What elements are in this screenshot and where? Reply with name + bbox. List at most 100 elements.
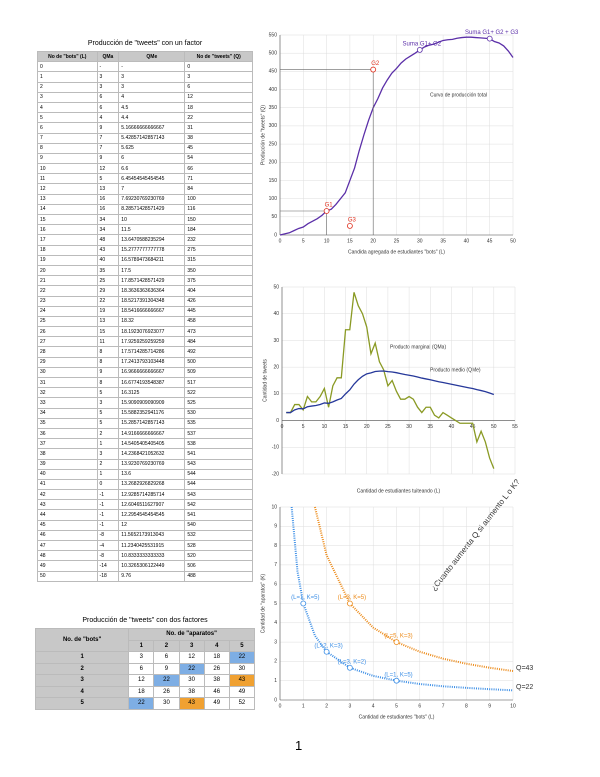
- table-cell: 7: [118, 183, 186, 195]
- table-cell: 16: [96, 203, 120, 216]
- table-cell: 1: [37, 71, 98, 83]
- table-cell: 8: [96, 376, 120, 389]
- table-row: 42 -1 12.9285714285714 543: [37, 489, 253, 501]
- y-tick-label: 400: [269, 87, 278, 93]
- table-cell: 19: [37, 254, 98, 266]
- table-cell: 7.69230769230769: [118, 193, 186, 205]
- x-tick-label: 0: [279, 703, 282, 709]
- y-tick-label: 450: [269, 69, 278, 75]
- point-marker: [347, 664, 353, 671]
- x-tick-label: 15: [347, 238, 353, 244]
- table-row: 25 13 18.32 458: [37, 315, 253, 328]
- x-tick-label: 15: [343, 424, 349, 430]
- table-cell: 38: [37, 448, 98, 460]
- table-row: 43 -1 12.6046511627907 542: [37, 499, 253, 511]
- table-cell: 18.5217391304348: [118, 295, 186, 307]
- table-row: 41 0 13.2682926829268 544: [37, 478, 253, 491]
- table-cell: 184: [184, 224, 253, 236]
- table-cell: 26: [203, 662, 230, 675]
- x-tick-label: 25: [394, 238, 400, 244]
- table-cell: 3: [96, 397, 120, 409]
- y-tick-label: 550: [269, 32, 278, 38]
- point-marker: [347, 600, 353, 607]
- table-cell: -: [118, 61, 186, 73]
- table-cell: 543: [184, 458, 253, 470]
- series-label: Q=22: [516, 684, 533, 691]
- point-label: G2: [371, 61, 380, 67]
- table-row: 17 48 13.6470588235294 232: [37, 234, 253, 246]
- x-tick-label: 40: [464, 238, 470, 244]
- table-row: 8 7 5.625 45: [37, 142, 253, 154]
- table-cell: 4.5: [118, 101, 186, 114]
- column-group: No. de "aparatos": [128, 628, 255, 641]
- y-tick-label: -10: [272, 445, 279, 451]
- table-cell: 506: [184, 560, 253, 572]
- table-cell: 6: [128, 662, 155, 675]
- table-title: Producción de "tweets" con un factor: [87, 40, 203, 47]
- x-tick-label: 40: [449, 424, 455, 430]
- table-cell: 18: [128, 685, 155, 698]
- table-cell: 500: [184, 356, 253, 368]
- y-tick-label: 0: [274, 232, 277, 238]
- table-cell: 13.2682926829268: [118, 478, 186, 491]
- table-cell: 8: [96, 356, 120, 368]
- table-cell: 22: [96, 295, 120, 307]
- table-cell: 3: [128, 651, 155, 664]
- column-header: 1: [128, 639, 155, 652]
- table-cell: 537: [184, 427, 253, 440]
- point-label: (L=3, K=5): [338, 595, 366, 601]
- table-cell: 116: [184, 203, 253, 216]
- table-cell: 0: [96, 478, 120, 491]
- x-tick-label: 2: [325, 703, 328, 709]
- table-one-factor: Producción de "tweets" con un factor No …: [37, 40, 253, 582]
- table-cell: 8: [37, 142, 98, 154]
- table-cell: 47: [37, 539, 98, 552]
- table-cell: 543: [184, 489, 253, 501]
- table-cell: 10.8333333333333: [118, 550, 186, 562]
- table-cell: 517: [184, 376, 253, 389]
- y-tick-label: 350: [269, 105, 278, 111]
- table-row: 10 12 6.6 66: [37, 163, 253, 175]
- table-cell: 541: [184, 448, 253, 460]
- table-cell: 15.2777777777778: [118, 244, 186, 256]
- table-cell: 38: [203, 674, 230, 687]
- column-header: 4: [203, 639, 230, 652]
- table-cell: 4: [96, 112, 120, 124]
- table-row: 47 -4 11.2340425531915 528: [37, 539, 253, 552]
- table-cell: 26: [153, 685, 180, 698]
- table-row: 24 19 18.5416666666667 445: [37, 305, 253, 317]
- y-tick-label: 100: [269, 196, 278, 202]
- table-cell: 13.9230769230769: [118, 458, 186, 470]
- table-row: 39 2 13.9230769230769 543: [37, 458, 253, 470]
- table-cell: 12: [37, 183, 98, 195]
- table-cell: 32: [37, 387, 98, 399]
- table-cell: 49: [228, 685, 256, 698]
- row-label: 4: [34, 685, 130, 698]
- table-cell: -4: [96, 539, 120, 552]
- table-cell: 9: [96, 366, 120, 379]
- table-cell: 10.3265306122449: [118, 560, 186, 572]
- table-row: 46 -8 11.5652173913043 532: [37, 529, 253, 542]
- x-tick-label: 30: [417, 238, 423, 244]
- y-tick-label: 0: [276, 418, 279, 424]
- table-row: 19 40 16.5789473684211 315: [37, 254, 253, 266]
- row-label: 3: [34, 674, 130, 687]
- table-cell: 23: [37, 295, 98, 307]
- x-tick-label: 30: [406, 424, 412, 430]
- table-cell: 17.2413793103448: [118, 356, 186, 368]
- table-cell: 11.2340425531915: [118, 539, 186, 552]
- table-cell: 21: [37, 275, 98, 287]
- table-row: 48 -8 10.8333333333333 520: [37, 550, 253, 562]
- table-cell: 14: [37, 203, 98, 216]
- table-cell: 12.6046511627907: [118, 499, 186, 511]
- series-line: [286, 292, 495, 469]
- table-cell: 6: [184, 81, 253, 93]
- table-cell: 30: [228, 662, 256, 675]
- table-cell: 41: [37, 478, 98, 491]
- table-cell: 18: [203, 651, 230, 664]
- y-tick-label: 200: [269, 160, 278, 166]
- table-row: 44 -1 12.2954545454545 541: [37, 509, 253, 521]
- table-cell: 5: [96, 407, 120, 419]
- table-cell: -: [96, 61, 120, 73]
- table-cell: 43: [228, 674, 256, 687]
